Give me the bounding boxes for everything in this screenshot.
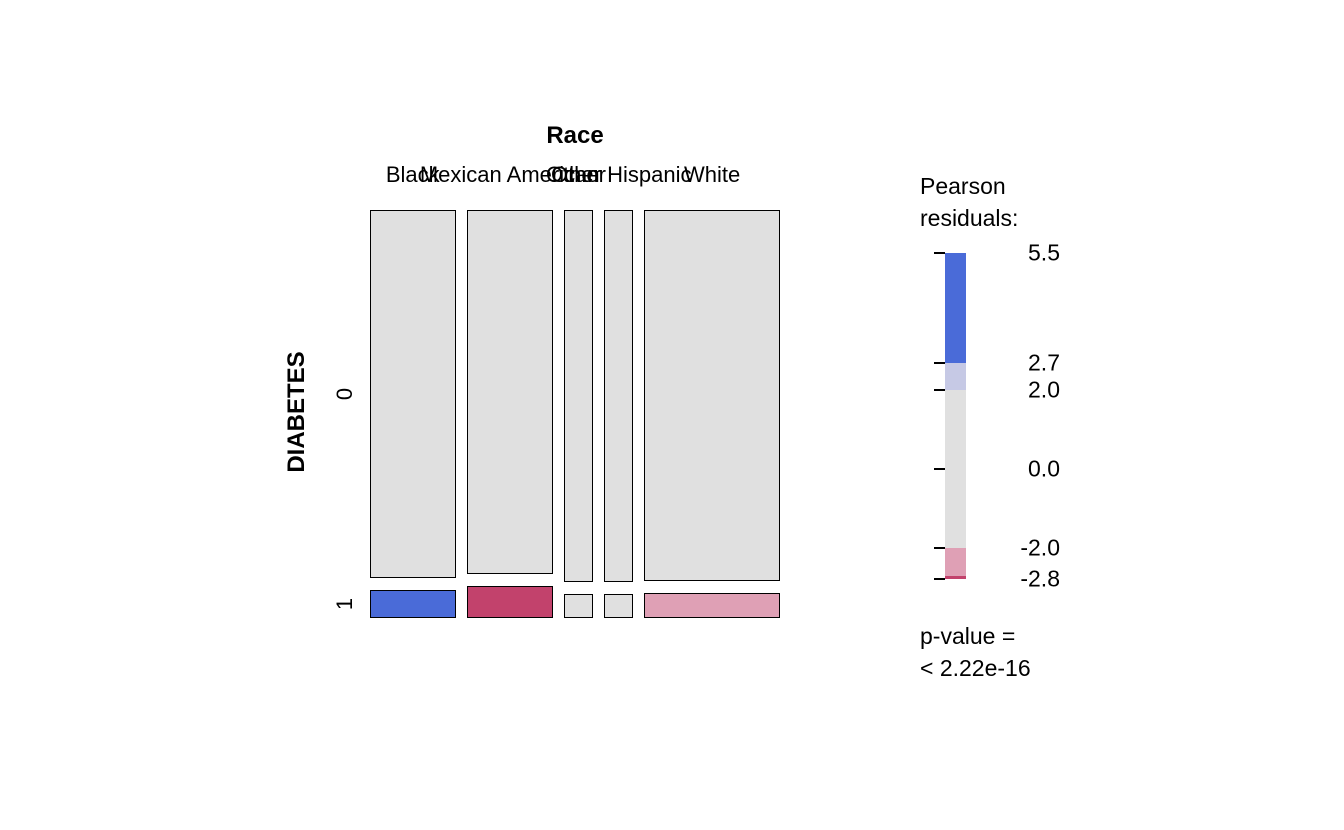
- legend-color-segment-neg_low: [945, 547, 966, 576]
- legend-color-segment-neutral: [945, 390, 966, 548]
- plot-title: Race: [546, 122, 604, 149]
- legend-tick-mark: [934, 468, 945, 471]
- mosaic-tile-black-1: [370, 590, 456, 618]
- pvalue-line2: < 2.22e-16: [920, 655, 1031, 681]
- mosaic-tile-white-0: [644, 210, 780, 582]
- legend-color-segment-pos_high: [945, 253, 966, 363]
- y-category-label-0: 0: [332, 388, 357, 401]
- legend-tick-label: -2.8: [1020, 565, 1060, 592]
- pvalue-line1: p-value =: [920, 623, 1016, 649]
- x-category-label-mexican-american: Mexican American: [419, 162, 600, 187]
- x-category-label-other: Other: [550, 162, 606, 187]
- mosaic-tile-mexican-american-0: [466, 210, 553, 574]
- legend-color-segment-pos_low: [945, 362, 966, 391]
- legend-tick-label: 2.0: [1028, 376, 1060, 403]
- legend-tick-mark: [934, 389, 945, 392]
- y-category-label-1: 1: [332, 598, 357, 611]
- mosaic-tile-other-hispanic-0: [604, 210, 634, 583]
- legend-tick-label: 5.5: [1028, 239, 1060, 266]
- x-category-label-white: White: [684, 162, 741, 187]
- mosaic-tile-white-1: [644, 593, 780, 618]
- mosaic-tile-mexican-american-1: [466, 585, 553, 618]
- legend-tick-mark: [934, 361, 945, 364]
- legend-color-segment-neg_high: [945, 575, 966, 579]
- mosaic-tile-black-0: [370, 210, 456, 579]
- legend-title-line1: Pearson: [920, 173, 1006, 199]
- mosaic-tile-other-1: [563, 594, 594, 618]
- legend-tick-mark: [934, 546, 945, 549]
- legend-tick-label: 2.7: [1028, 349, 1060, 376]
- x-category-label-black: Black: [385, 162, 440, 187]
- legend-tick-label: -2.0: [1020, 534, 1060, 561]
- legend-tick-mark: [934, 578, 945, 580]
- mosaic-tile-other-hispanic-1: [604, 594, 634, 618]
- legend-title: Pearson residuals:: [920, 170, 1018, 234]
- x-category-label-other-hispanic: Other Hispanic: [545, 162, 692, 187]
- y-axis-title: DIABETES: [283, 351, 310, 473]
- legend-title-line2: residuals:: [920, 205, 1019, 231]
- legend-tick-label: 0.0: [1028, 455, 1060, 482]
- pvalue-text: p-value = < 2.22e-16: [920, 620, 1031, 684]
- legend-tick-mark: [934, 252, 945, 254]
- mosaic-tile-other-0: [563, 210, 594, 583]
